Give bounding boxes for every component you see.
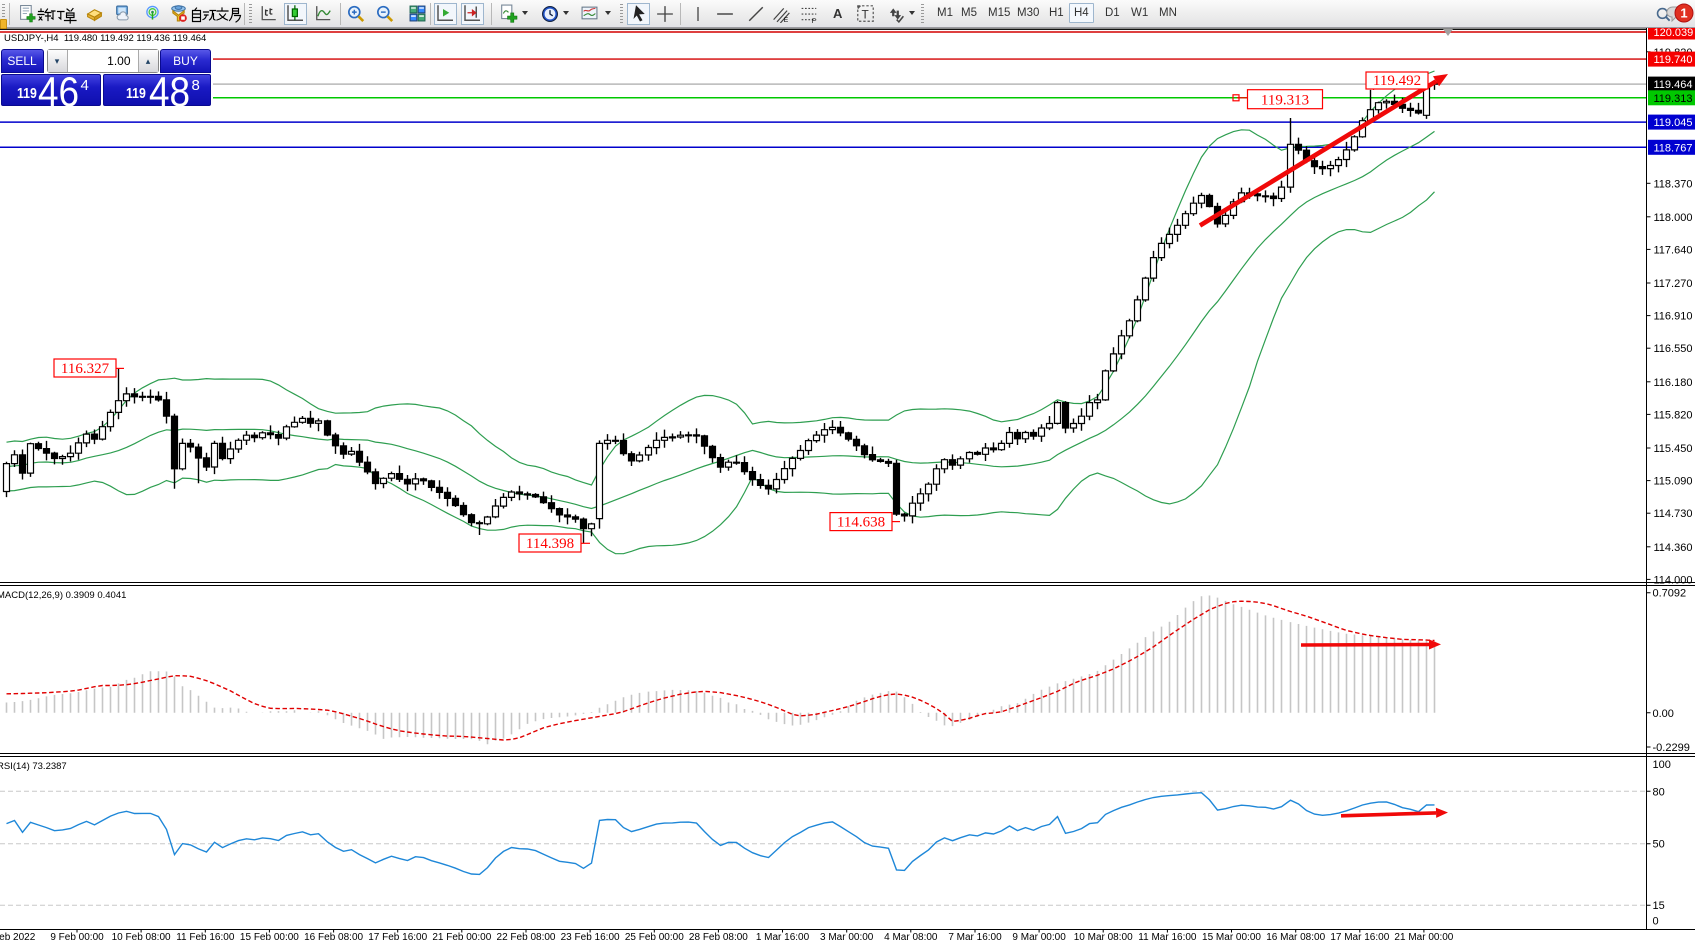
- svg-text:E: E: [784, 17, 789, 23]
- svg-text:116.910: 116.910: [1654, 311, 1693, 323]
- svg-text:0.00: 0.00: [1653, 708, 1674, 720]
- svg-text:10 Feb 08:00: 10 Feb 08:00: [112, 932, 171, 943]
- svg-text:119.492: 119.492: [1373, 73, 1421, 89]
- svg-text:80: 80: [1653, 786, 1665, 798]
- svg-text:8 Feb 2022: 8 Feb 2022: [0, 932, 36, 943]
- svg-text:118.767: 118.767: [1654, 142, 1693, 154]
- svg-text:114.360: 114.360: [1654, 542, 1693, 554]
- svg-text:11 Mar 16:00: 11 Mar 16:00: [1138, 932, 1197, 943]
- svg-text:50: 50: [1653, 839, 1665, 851]
- svg-text:16 Feb 08:00: 16 Feb 08:00: [304, 932, 363, 943]
- svg-text:117.640: 117.640: [1654, 244, 1693, 256]
- svg-text:114.000: 114.000: [1654, 574, 1693, 586]
- svg-text:115.090: 115.090: [1654, 476, 1693, 488]
- svg-text:MACD(12,26,9) 0.3909 0.4041: MACD(12,26,9) 0.3909 0.4041: [0, 590, 126, 601]
- svg-text:-0.2299: -0.2299: [1653, 742, 1690, 754]
- svg-text:119.313: 119.313: [1261, 93, 1309, 109]
- svg-text:28 Feb 08:00: 28 Feb 08:00: [689, 932, 748, 943]
- svg-text:116.180: 116.180: [1654, 377, 1693, 389]
- svg-text:1 Mar 16:00: 1 Mar 16:00: [756, 932, 810, 943]
- svg-text:100: 100: [1653, 759, 1671, 771]
- svg-text:115.820: 115.820: [1654, 409, 1693, 421]
- svg-text:9 Mar 00:00: 9 Mar 00:00: [1012, 932, 1066, 943]
- svg-text:116.550: 116.550: [1654, 343, 1693, 355]
- svg-text:4 Mar 08:00: 4 Mar 08:00: [884, 932, 938, 943]
- svg-text:119.313: 119.313: [1654, 93, 1693, 105]
- svg-text:22 Feb 08:00: 22 Feb 08:00: [497, 932, 556, 943]
- svg-text:1: 1: [1680, 6, 1687, 21]
- svg-text:15 Feb 00:00: 15 Feb 00:00: [240, 932, 299, 943]
- svg-text:15: 15: [1653, 900, 1665, 912]
- svg-text:USDJPY-,H4 119.480 119.492 11: USDJPY-,H4 119.480 119.492 119.436 119.4…: [4, 33, 206, 44]
- svg-text:114.398: 114.398: [526, 536, 574, 552]
- svg-text:11 Feb 16:00: 11 Feb 16:00: [176, 932, 235, 943]
- svg-text:21 Mar 00:00: 21 Mar 00:00: [1394, 932, 1453, 943]
- svg-text:RSI(14) 73.2387: RSI(14) 73.2387: [0, 761, 67, 772]
- svg-text:117.270: 117.270: [1654, 278, 1693, 290]
- svg-text:119.464: 119.464: [1654, 79, 1693, 91]
- svg-text:120.039: 120.039: [1654, 28, 1694, 39]
- svg-text:119.045: 119.045: [1654, 117, 1693, 129]
- svg-text:115.450: 115.450: [1654, 443, 1693, 455]
- svg-text:0.7092: 0.7092: [1653, 588, 1687, 600]
- svg-text:0: 0: [1653, 916, 1659, 928]
- svg-text:17 Mar 16:00: 17 Mar 16:00: [1330, 932, 1389, 943]
- svg-text:17 Feb 16:00: 17 Feb 16:00: [368, 932, 427, 943]
- svg-text:119.740: 119.740: [1654, 54, 1693, 66]
- svg-text:10 Mar 08:00: 10 Mar 08:00: [1074, 932, 1133, 943]
- svg-text:25 Feb 00:00: 25 Feb 00:00: [625, 932, 684, 943]
- svg-text:21 Feb 00:00: 21 Feb 00:00: [432, 932, 491, 943]
- svg-text:114.730: 114.730: [1654, 508, 1693, 520]
- svg-text:16 Mar 08:00: 16 Mar 08:00: [1266, 932, 1325, 943]
- svg-text:118.370: 118.370: [1654, 178, 1693, 190]
- svg-text:23 Feb 16:00: 23 Feb 16:00: [561, 932, 620, 943]
- svg-text:118.000: 118.000: [1654, 212, 1693, 224]
- svg-text:F: F: [812, 18, 816, 23]
- svg-text:7 Mar 16:00: 7 Mar 16:00: [948, 932, 1002, 943]
- svg-text:114.638: 114.638: [837, 515, 885, 531]
- svg-text:9 Feb 00:00: 9 Feb 00:00: [50, 932, 104, 943]
- svg-text:T: T: [861, 7, 868, 21]
- svg-text:15 Mar 00:00: 15 Mar 00:00: [1202, 932, 1261, 943]
- svg-text:3 Mar 00:00: 3 Mar 00:00: [820, 932, 874, 943]
- svg-text:116.327: 116.327: [61, 361, 110, 377]
